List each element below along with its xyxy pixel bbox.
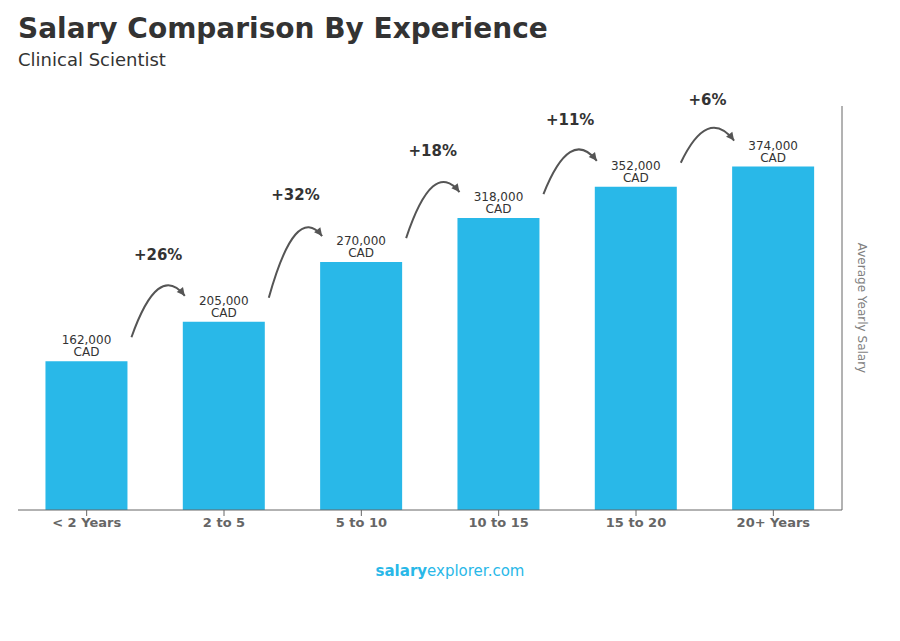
svg-text:162,000CAD: 162,000CAD bbox=[62, 333, 112, 359]
html-text:Salary Comparison By Experienc: Salary Comparison By Experience bbox=[18, 12, 548, 45]
svg-text:+6%: +6% bbox=[688, 91, 726, 109]
svg-text:+26%: +26% bbox=[134, 246, 182, 264]
html-text:salary explorer.com: salary explorer.com bbox=[375, 562, 525, 580]
svg-text:5 to 10: 5 to 10 bbox=[336, 515, 387, 530]
svg-text:270,000CAD: 270,000CAD bbox=[336, 234, 386, 260]
svg-text:+11%: +11% bbox=[546, 111, 594, 129]
svg-text:374,000CAD: 374,000CAD bbox=[748, 139, 798, 165]
svg-text:+18%: +18% bbox=[409, 142, 457, 160]
svg-text:10 to 15: 10 to 15 bbox=[468, 515, 528, 530]
svg-text:352,000CAD: 352,000CAD bbox=[611, 159, 661, 185]
svg-text:20+ Years: 20+ Years bbox=[737, 515, 811, 530]
svg-text:205,000CAD: 205,000CAD bbox=[199, 294, 249, 320]
svg-text:+32%: +32% bbox=[271, 186, 319, 204]
svg-text:318,000CAD: 318,000CAD bbox=[474, 190, 524, 216]
svg-text:15 to 20: 15 to 20 bbox=[606, 515, 666, 530]
html-text:Clinical Scientist: Clinical Scientist bbox=[18, 49, 166, 70]
svg-text:Average Yearly Salary: Average Yearly Salary bbox=[855, 243, 869, 373]
svg-text:2 to 5: 2 to 5 bbox=[203, 515, 245, 530]
svg-text:< 2 Years: < 2 Years bbox=[52, 515, 121, 530]
